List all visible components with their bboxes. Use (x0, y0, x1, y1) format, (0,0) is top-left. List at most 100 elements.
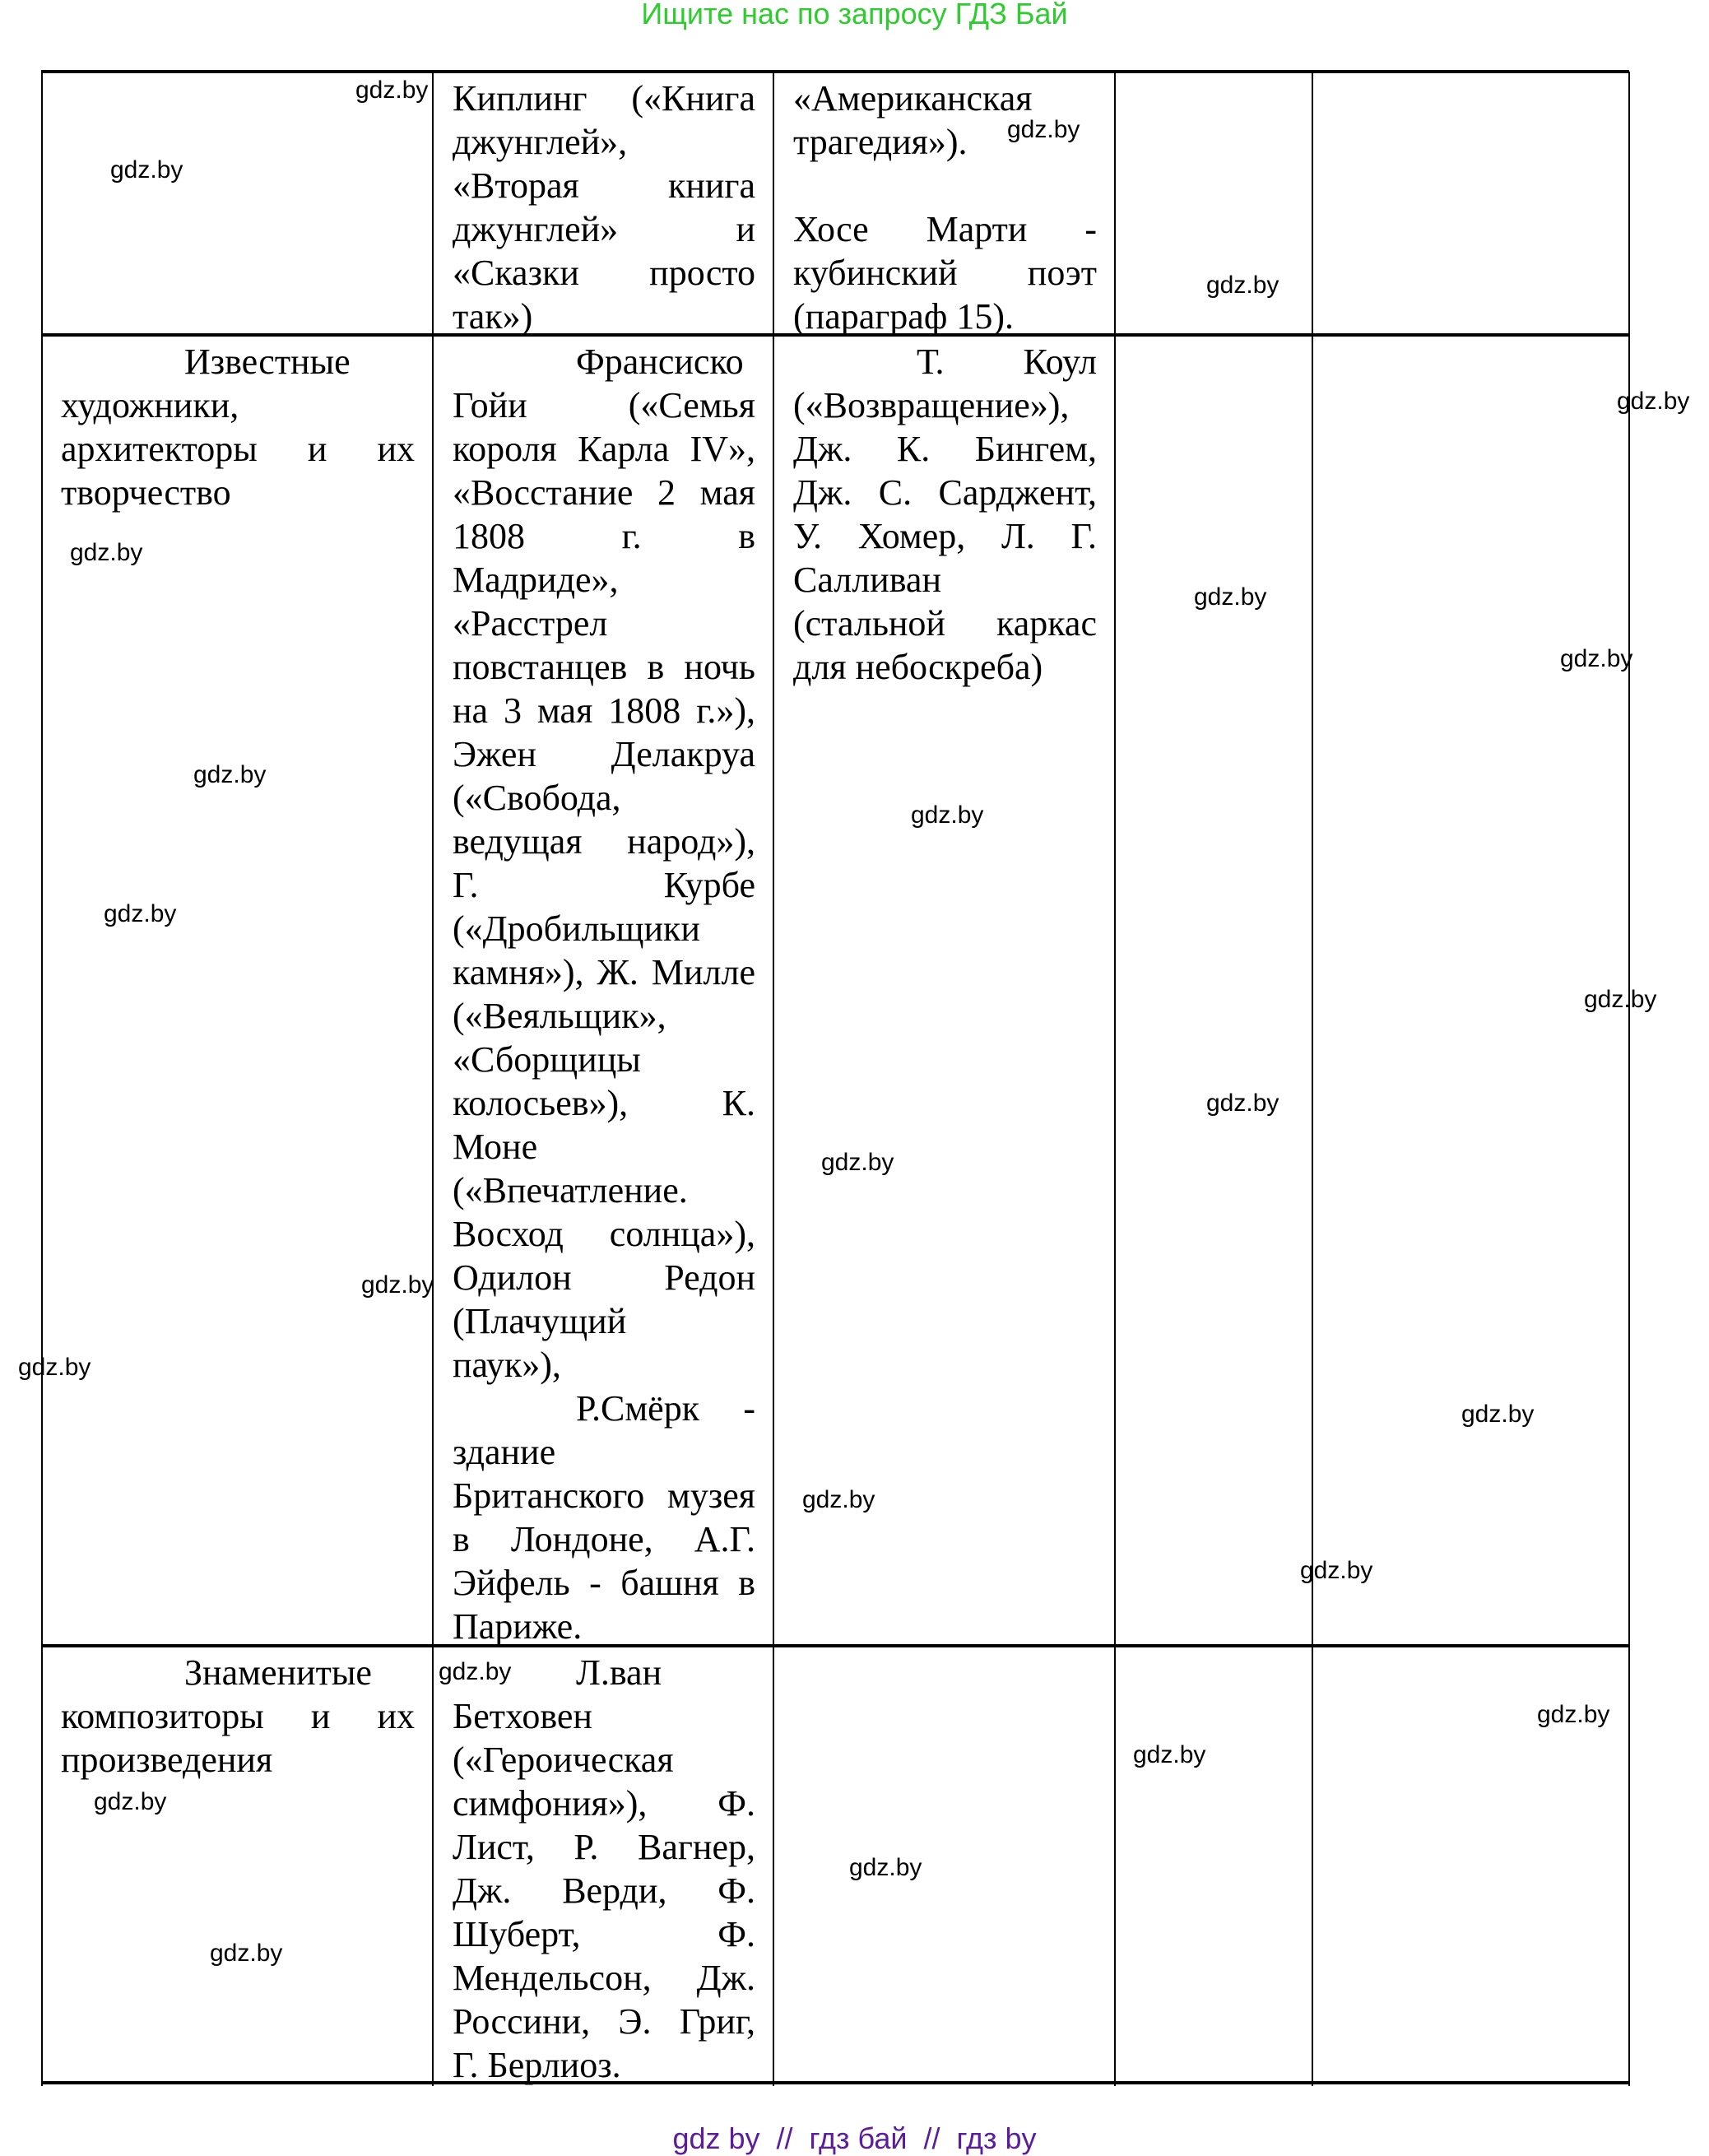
text-line: короля Карла IV», (453, 429, 755, 469)
watermark-text: gdz.by (94, 1788, 167, 1815)
watermark-text: gdz.by (110, 156, 183, 184)
text-line: джунглей», (453, 122, 628, 162)
text-line: Мадриде», (453, 560, 619, 600)
watermark-text: gdz.by (1584, 986, 1657, 1013)
text-line: Лист, Р. Вагнер, (453, 1827, 755, 1867)
cell-paragraph: Хосе Марти - кубинский поэт (параграф 15). (793, 207, 1097, 338)
watermark-text: gdz.by (193, 761, 267, 788)
watermark-text: gdz.by (1461, 1401, 1535, 1428)
watermark-text: gdz.by (1206, 1090, 1279, 1117)
text-line: Салливан (793, 560, 941, 600)
site-banner: Ищите нас по запросу ГДЗ Бай (641, 0, 1068, 30)
cell-paragraph: Л.ван Бетховен («Героическая симфония»), Ф.… (453, 1651, 755, 2087)
column-divider (1628, 72, 1630, 2086)
table-cell (1312, 73, 1629, 77)
text-line: Одилон Редон (453, 1257, 755, 1298)
table-cell (1115, 73, 1312, 77)
text-line: произведения (61, 1740, 273, 1780)
watermark-text: gdz.by (1206, 272, 1279, 299)
table-cell: Знаменитые композиторы и их произведения (41, 1647, 433, 1782)
text-line: творчество (61, 472, 231, 513)
table-cell (1312, 1647, 1629, 1651)
watermark-text: gdz.by (18, 1354, 91, 1381)
table-cell: Л.ван Бетховен («Героическая симфония»), Ф.… (433, 1647, 773, 2087)
text-line: Россини, Э. Григ, (453, 2001, 755, 2042)
text-line: Р.Смёрк - (576, 1388, 755, 1429)
watermark-text: gdz.by (1537, 1701, 1610, 1728)
table-cell: Т. Коул («Возвращение»), Дж. К. Бингем, Дж.… (773, 337, 1115, 689)
text-line: камня»), Ж. Милле (453, 952, 755, 992)
watermark-text: gdz.by (1194, 583, 1267, 611)
text-line: Дж. К. Бингем, (793, 429, 1097, 469)
table-cell (1312, 337, 1629, 340)
text-line (793, 164, 1097, 207)
text-line: Эйфель - башня в (453, 1563, 755, 1603)
table-cell (1115, 1647, 1312, 1651)
watermark-text: gdz.by (1300, 1557, 1373, 1584)
column-divider (1312, 72, 1313, 2086)
watermark-text: gdz.by (1560, 645, 1633, 672)
text-line: «Восстание 2 мая (453, 472, 755, 513)
text-line: Шуберт, Ф. (453, 1914, 755, 1954)
text-line: «Вторая книга (453, 165, 755, 206)
column-divider (432, 72, 434, 2086)
text-line: Известные (184, 342, 351, 382)
watermark-text: gdz.by (1617, 388, 1690, 415)
watermark-text: gdz.by (104, 900, 177, 927)
table-border-top (41, 70, 1629, 73)
watermark-text: gdz.by (210, 1940, 283, 1967)
cell-paragraph: «Американская трагедия»). (793, 77, 1097, 164)
cell-paragraph: художники, архитекторы и их творчество (61, 383, 415, 514)
text-line: Восход солнца»), (453, 1214, 755, 1254)
text-line: («Веяльщик», (453, 996, 666, 1036)
column-divider (1114, 72, 1116, 2086)
text-line: Хосе Марти - (793, 209, 1097, 249)
watermark-text: gdz.by (361, 1271, 434, 1299)
watermark-text: gdz.by (821, 1149, 894, 1176)
watermark-text: gdz.by (439, 1658, 512, 1685)
cell-paragraph (793, 164, 1097, 207)
table-cell: Франсиско Гойи («Семья короля Карла IV», «В… (433, 337, 773, 1648)
text-line: «Сборщицы (453, 1039, 641, 1080)
text-line: «Американская (793, 78, 1033, 118)
cell-paragraph: Т. Коул («Возвращение»), Дж. К. Бингем, Дж.… (793, 340, 1097, 689)
text-line: композиторы и их (61, 1696, 415, 1736)
text-line: ведущая народ»), (453, 821, 755, 862)
table-cell: «Американская трагедия»). Хосе Марти - куб… (773, 73, 1115, 338)
watermark-text: gdz.by (1133, 1741, 1206, 1768)
column-divider (41, 72, 43, 2086)
text-line: Киплинг («Книга (453, 78, 755, 118)
text-line: Дж. Верди, Ф. (453, 1870, 755, 1911)
text-line: художники, (61, 385, 239, 425)
text-line: («Возвращение»), (793, 385, 1070, 425)
text-line: симфония»), Ф. (453, 1783, 755, 1824)
row-divider (41, 333, 1629, 337)
text-line: Г. Курбе (453, 865, 755, 905)
watermark-text: gdz.by (802, 1486, 875, 1513)
cell-paragraph: Известные (61, 340, 415, 383)
text-line: на 3 мая 1808 г.»), (453, 690, 755, 731)
text-line: Эжен Делакруа (453, 734, 755, 774)
text-line: Дж. С. Сарджент, (793, 472, 1097, 513)
text-line: («Героическая (453, 1740, 674, 1780)
text-line: («Впечатление. (453, 1170, 688, 1210)
text-line: «Сказки просто (453, 253, 755, 293)
column-divider (773, 72, 774, 2086)
text-line: (параграф 15). (793, 296, 1014, 337)
text-line: так») (453, 296, 533, 337)
text-line: Мендельсон, Дж. (453, 1958, 755, 1998)
text-line: 1808 г. в (453, 516, 755, 556)
row-divider (41, 1644, 1629, 1647)
text-line: для небоскреба) (793, 647, 1043, 687)
text-line: кубинский поэт (793, 253, 1097, 293)
watermark-text: gdz.by (911, 802, 984, 829)
text-line: «Расстрел (453, 603, 608, 644)
watermark-text: gdz.by (70, 539, 143, 566)
watermark-text: gdz.by (849, 1854, 922, 1881)
watermark-text: gdz.by (1007, 116, 1080, 143)
text-line: здание (453, 1432, 556, 1472)
text-line: («Дробильщики (453, 908, 700, 949)
table-cell: Известные художники, архитекторы и их творч… (41, 337, 433, 514)
text-line: («Свобода, (453, 778, 621, 818)
text-line: Т. Коул (917, 342, 1097, 382)
